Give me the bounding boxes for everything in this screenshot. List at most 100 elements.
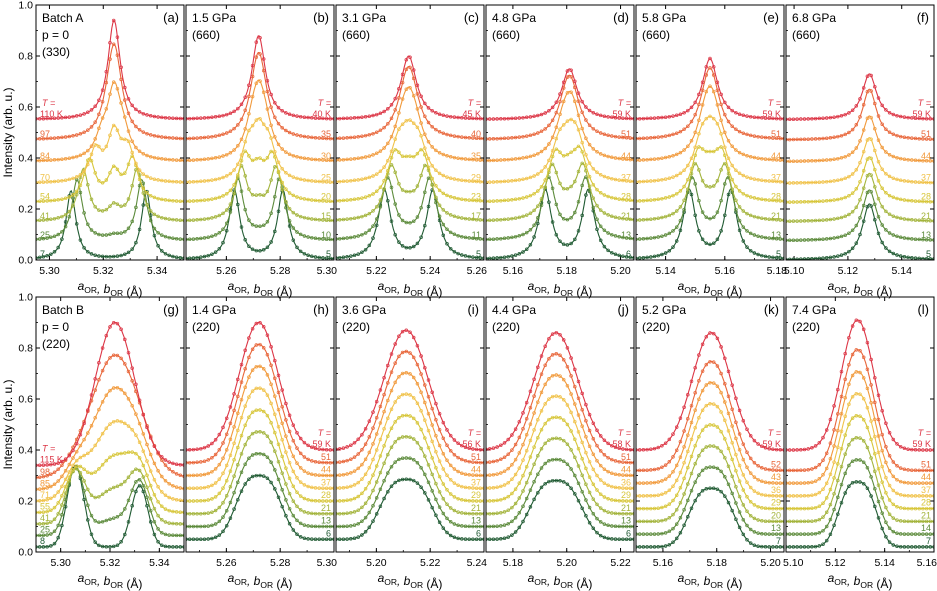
data-point	[187, 524, 192, 529]
data-point	[573, 384, 577, 389]
data-point	[56, 179, 60, 183]
data-point	[715, 487, 720, 491]
data-point	[386, 107, 390, 111]
data-point	[693, 462, 697, 466]
data-point	[258, 386, 262, 390]
data-point	[400, 392, 405, 397]
data-point	[126, 520, 131, 524]
data-point	[686, 465, 690, 470]
data-point	[760, 519, 764, 523]
data-point	[352, 178, 357, 183]
data-point	[232, 507, 236, 511]
data-point	[74, 154, 79, 159]
data-point	[678, 189, 683, 193]
data-point	[689, 454, 694, 459]
data-point	[100, 88, 105, 92]
data-point	[686, 177, 690, 182]
data-point	[645, 468, 649, 472]
temperature-label: 29	[471, 173, 481, 183]
data-point	[858, 232, 862, 237]
data-point	[767, 493, 771, 498]
data-point	[682, 148, 686, 152]
data-point	[445, 458, 449, 463]
data-point	[482, 158, 484, 162]
x-tick-label: 5.10	[784, 265, 805, 277]
data-point	[397, 111, 401, 115]
data-point	[487, 447, 492, 451]
temperature-label: 70	[40, 173, 50, 183]
data-point	[719, 118, 723, 122]
data-point	[621, 511, 625, 516]
series-line-T55	[36, 451, 184, 513]
data-point	[795, 519, 799, 524]
data-point	[430, 406, 434, 411]
data-point	[795, 159, 799, 163]
data-point	[487, 199, 492, 203]
data-point	[917, 256, 921, 260]
data-point	[821, 435, 825, 440]
data-point	[60, 178, 64, 183]
data-point	[745, 450, 749, 454]
data-point	[628, 116, 633, 121]
data-point	[821, 256, 825, 260]
data-point	[60, 237, 64, 241]
data-point	[891, 112, 896, 117]
data-point	[452, 495, 457, 499]
data-point	[641, 532, 646, 536]
data-point	[782, 545, 784, 549]
data-point	[302, 178, 307, 182]
data-point	[345, 179, 349, 183]
data-point	[723, 100, 727, 105]
data-point	[763, 467, 768, 471]
data-point	[239, 102, 244, 107]
data-point	[111, 353, 116, 358]
data-point	[302, 115, 307, 119]
data-point	[187, 116, 192, 121]
data-point	[49, 462, 53, 467]
data-point	[730, 440, 734, 445]
data-point	[517, 496, 522, 500]
series-line-T13	[486, 458, 634, 528]
data-point	[932, 257, 934, 260]
data-point	[898, 466, 903, 470]
data-point	[93, 171, 97, 175]
data-point	[382, 187, 386, 191]
data-point	[895, 505, 899, 509]
data-point	[174, 199, 179, 203]
data-point	[660, 444, 664, 448]
data-point	[632, 499, 634, 503]
data-point	[397, 86, 401, 91]
data-point	[191, 511, 196, 516]
data-point	[478, 499, 483, 503]
data-point	[817, 199, 822, 204]
data-point	[689, 105, 694, 110]
data-point	[441, 526, 446, 530]
data-point	[63, 457, 68, 461]
data-point	[686, 482, 690, 486]
data-point	[824, 428, 829, 432]
data-point	[119, 482, 123, 487]
data-point	[178, 180, 183, 184]
data-point	[491, 237, 496, 241]
data-point	[434, 450, 438, 454]
data-point	[598, 208, 603, 212]
data-point	[254, 364, 259, 369]
data-point	[682, 198, 686, 202]
data-point	[584, 466, 588, 471]
data-point	[565, 482, 570, 487]
data-point	[82, 453, 86, 458]
data-point	[104, 489, 109, 494]
data-point	[460, 253, 464, 257]
data-point	[645, 217, 649, 222]
data-point	[321, 218, 325, 222]
data-point	[580, 126, 584, 131]
data-point	[247, 94, 251, 99]
data-point	[524, 230, 529, 235]
data-point	[865, 190, 870, 195]
data-point	[565, 364, 570, 369]
data-point	[434, 513, 438, 518]
data-point	[178, 158, 183, 163]
data-point	[921, 218, 925, 223]
data-point	[689, 420, 694, 425]
